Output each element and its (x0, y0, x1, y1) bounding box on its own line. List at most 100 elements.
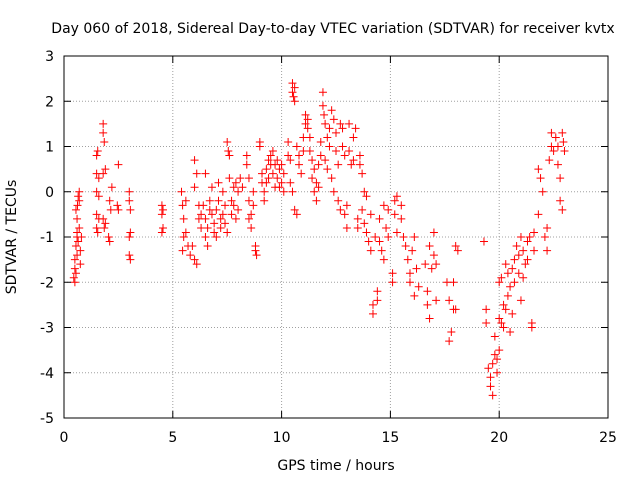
x-axis-label: GPS time / hours (277, 458, 394, 474)
data-point (126, 205, 135, 214)
data-point (488, 359, 497, 368)
data-point (303, 115, 312, 124)
data-point (286, 156, 295, 165)
data-point (99, 214, 108, 223)
data-point (355, 160, 364, 169)
data-point (76, 246, 85, 255)
data-point (290, 97, 299, 106)
data-point (510, 255, 519, 264)
data-point (262, 178, 271, 187)
data-point (449, 278, 458, 287)
data-point (358, 169, 367, 178)
y-tick-label: 1 (45, 140, 54, 156)
data-point (506, 282, 515, 291)
data-point (525, 233, 534, 241)
x-tick-label: 20 (490, 430, 508, 446)
data-point (201, 233, 210, 241)
data-point (268, 147, 277, 156)
data-point (543, 246, 552, 255)
data-point (388, 278, 397, 287)
data-point (295, 151, 304, 160)
data-point (101, 165, 110, 174)
data-point (207, 183, 216, 192)
data-point (336, 205, 345, 214)
data-point (242, 151, 251, 160)
data-point (399, 233, 408, 241)
data-point (447, 328, 456, 337)
data-point (482, 305, 491, 314)
data-point (425, 242, 434, 251)
data-point (92, 151, 101, 160)
data-point (336, 119, 345, 128)
data-point (221, 201, 230, 210)
data-point (288, 187, 297, 196)
data-point (107, 183, 116, 192)
data-point (210, 228, 219, 237)
data-point (486, 373, 495, 382)
data-point (188, 242, 197, 251)
data-point (379, 255, 388, 264)
data-point (266, 151, 275, 160)
data-point (506, 328, 515, 337)
data-point (523, 237, 532, 246)
data-point (308, 156, 317, 165)
data-point (260, 187, 269, 196)
data-point (71, 269, 80, 278)
data-point (423, 287, 432, 296)
data-point (113, 201, 122, 210)
data-point (495, 314, 504, 323)
data-point (405, 269, 414, 278)
data-point (181, 228, 190, 237)
data-point (553, 160, 562, 169)
data-point (521, 260, 530, 269)
data-point (126, 228, 135, 237)
data-point (218, 210, 227, 219)
data-point (384, 205, 393, 214)
data-point (432, 260, 441, 269)
data-point (530, 246, 539, 255)
data-point (247, 210, 256, 219)
data-point (105, 237, 114, 246)
data-point (410, 291, 419, 300)
data-point (425, 314, 434, 323)
data-point (125, 233, 134, 241)
data-point (74, 237, 83, 246)
data-point (273, 174, 282, 183)
data-point (71, 242, 80, 251)
data-point (514, 251, 523, 260)
data-point (501, 260, 510, 269)
y-tick-label: -4 (40, 366, 54, 382)
data-point (242, 160, 251, 169)
data-point (295, 160, 304, 169)
data-point (179, 214, 188, 223)
data-point (268, 169, 277, 178)
data-point (321, 119, 330, 128)
data-point (75, 223, 84, 232)
data-point (493, 368, 502, 377)
data-point (479, 237, 488, 246)
data-point (244, 214, 253, 223)
data-point (488, 391, 497, 400)
data-point (125, 196, 134, 205)
data-point (214, 178, 223, 187)
data-point (527, 323, 536, 332)
data-point (284, 151, 293, 160)
data-point (201, 214, 210, 223)
data-point (368, 309, 377, 318)
data-point (192, 260, 201, 269)
data-point (157, 201, 166, 210)
data-point (327, 174, 336, 183)
x-tick-label: 15 (381, 430, 399, 446)
data-point (358, 205, 367, 214)
data-point (323, 165, 332, 174)
data-point (316, 151, 325, 160)
data-point (236, 174, 245, 183)
chart-title: Day 060 of 2018, Sidereal Day-to-day VTE… (51, 21, 614, 37)
data-point (157, 228, 166, 237)
data-point (508, 264, 517, 273)
data-point (429, 251, 438, 260)
data-point (543, 223, 552, 232)
data-point (312, 178, 321, 187)
